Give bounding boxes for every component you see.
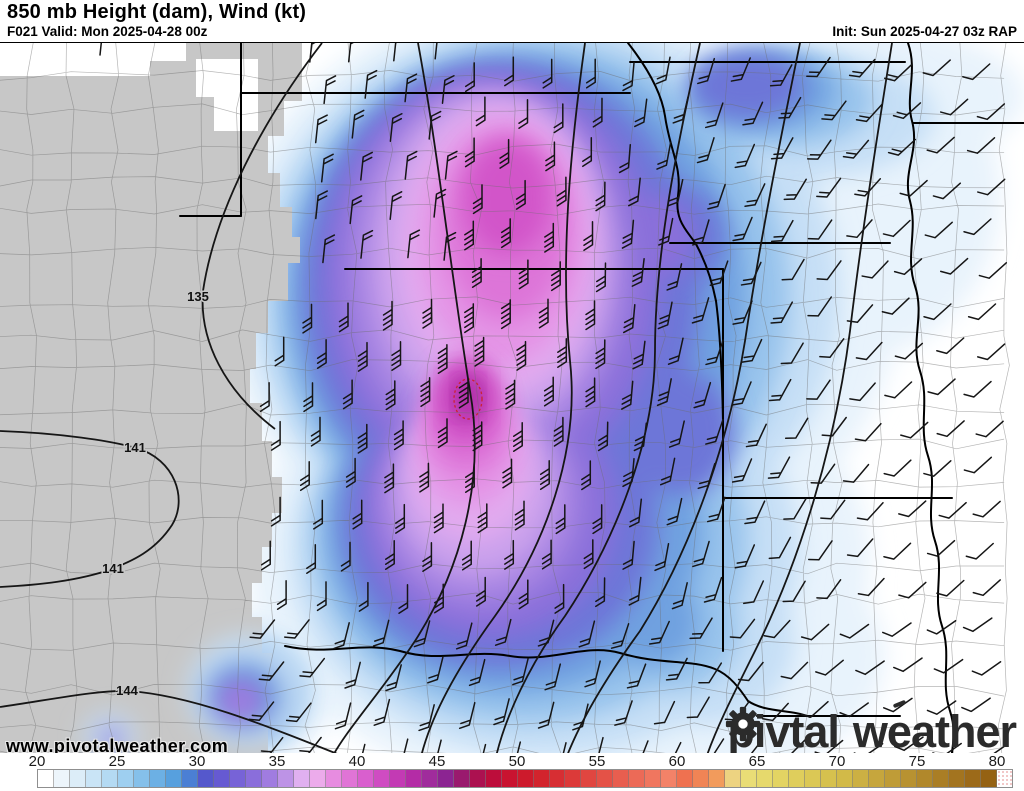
colorbar-cell: [805, 770, 822, 787]
svg-text:144: 144: [116, 683, 138, 698]
colorbar-tick-label: 35: [268, 753, 286, 770]
colorbar-cell: [629, 770, 646, 787]
colorbar-cell: [85, 770, 102, 787]
colorbar-cell: [949, 770, 966, 787]
colorbar-cell: [709, 770, 726, 787]
watermark-text: www.pivotalweather.com: [6, 736, 229, 756]
colorbar-area: 20 25 30 35 40 45 50 55 60 65 70 75 80: [0, 753, 1024, 791]
colorbar-cell: [885, 770, 902, 787]
colorbar-cell: [837, 770, 854, 787]
colorbar-tick-label: 65: [748, 753, 766, 770]
colorbar-tick-label: 40: [348, 753, 366, 770]
colorbar-cell: [853, 770, 870, 787]
colorbar-cell: [277, 770, 294, 787]
colorbar-tick-label: 50: [508, 753, 526, 770]
logo-text: tal: [789, 706, 840, 757]
logo-text: e: [886, 706, 912, 757]
colorbar-cell: [789, 770, 806, 787]
colorbar-cell: [597, 770, 614, 787]
logo-text: ather: [910, 706, 1017, 757]
colorbar-tick-label: 25: [108, 753, 126, 770]
colorbar-cell: [453, 770, 470, 787]
colorbar-cell: [933, 770, 950, 787]
colorbar-cell: [101, 770, 118, 787]
colorbar-cell: [917, 770, 934, 787]
model-init-label: Init: Sun 2025-04-27 03z RAP: [832, 24, 1017, 39]
colorbar-tick-label: 60: [668, 753, 686, 770]
colorbar-tick-label: 30: [188, 753, 206, 770]
colorbar-cell: [53, 770, 70, 787]
colorbar-cell: [38, 770, 54, 787]
colorbar-cell: [389, 770, 406, 787]
colorbar-cell: [421, 770, 438, 787]
forecast-valid-label: F021 Valid: Mon 2025-04-28 00z: [7, 24, 208, 39]
colorbar-cell: [405, 770, 422, 787]
map-canvas: 135 141 141 144: [0, 43, 1024, 754]
map-title: 850 mb Height (dam), Wind (kt): [7, 1, 307, 23]
colorbar-cell: [373, 770, 390, 787]
colorbar-cell: [869, 770, 886, 787]
colorbar-cell: [901, 770, 918, 787]
svg-text:141: 141: [124, 440, 146, 455]
colorbar-cell: [261, 770, 278, 787]
colorbar-cell: [517, 770, 534, 787]
colorbar-cell: [485, 770, 502, 787]
gear-icon: [726, 706, 761, 742]
colorbar-cell: [501, 770, 518, 787]
colorbar-cell: [741, 770, 758, 787]
colorbar-cell: [133, 770, 150, 787]
colorbar-cell: [325, 770, 342, 787]
colorbar-cell: [213, 770, 230, 787]
svg-text:135: 135: [187, 289, 209, 304]
colorbar-cell: [821, 770, 838, 787]
weather-map: 135 141 141 144 www.pivotalweather.com piv t…: [0, 42, 1024, 757]
colorbar-tick-label: 70: [828, 753, 846, 770]
svg-text:141: 141: [102, 561, 124, 576]
colorbar-tick-label: 45: [428, 753, 446, 770]
colorbar-cell: [165, 770, 182, 787]
colorbar-cell: [549, 770, 566, 787]
colorbar-cell: [229, 770, 246, 787]
colorbar-cell: [965, 770, 982, 787]
colorbar-cell: [309, 770, 326, 787]
colorbar-cell: [981, 770, 998, 787]
colorbar-cell: [725, 770, 742, 787]
logo-text: w: [852, 706, 888, 757]
colorbar-tick-label: 20: [28, 753, 46, 770]
colorbar-cell: [645, 770, 662, 787]
colorbar-cell: [469, 770, 486, 787]
colorbar-cell: [117, 770, 134, 787]
colorbar-cell: [437, 770, 454, 787]
colorbar-cell: [661, 770, 678, 787]
colorbar-cell: [357, 770, 374, 787]
colorbar-cell: [677, 770, 694, 787]
colorbar-cell: [565, 770, 582, 787]
colorbar-cell: [149, 770, 166, 787]
colorbar-tick-label: 80: [988, 753, 1006, 770]
colorbar-cell: [245, 770, 262, 787]
colorbar-cell: [581, 770, 598, 787]
colorbar-cell: [341, 770, 358, 787]
colorbar-cell: [533, 770, 550, 787]
colorbar: [37, 769, 1013, 788]
colorbar-cell: [181, 770, 198, 787]
colorbar-cell: [693, 770, 710, 787]
colorbar-tick-label: 75: [908, 753, 926, 770]
colorbar-cell: [613, 770, 630, 787]
header: 850 mb Height (dam), Wind (kt) F021 Vali…: [0, 0, 1024, 42]
colorbar-cell: [773, 770, 790, 787]
colorbar-tick-label: 55: [588, 753, 606, 770]
colorbar-cell: [997, 770, 1013, 787]
colorbar-cell: [197, 770, 214, 787]
colorbar-cell: [69, 770, 86, 787]
colorbar-cell: [293, 770, 310, 787]
pivotal-weather-logo: piv tal w eather: [726, 699, 1017, 758]
colorbar-cell: [757, 770, 774, 787]
